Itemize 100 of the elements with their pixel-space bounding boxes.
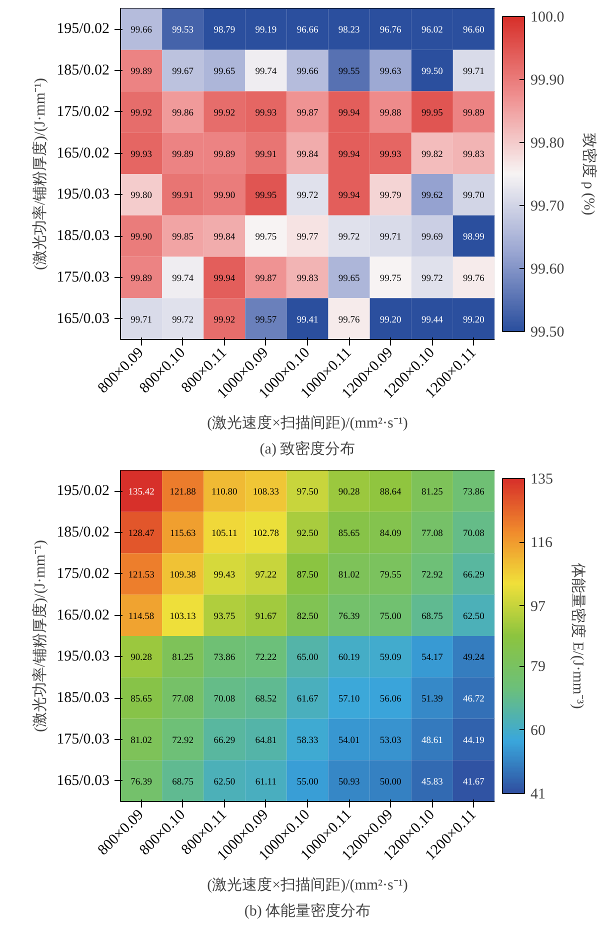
data-label: 81.25: [172, 653, 194, 664]
data-label: 73.86: [463, 488, 485, 498]
data-label: 99.75: [255, 232, 277, 243]
data-label: 48.61: [421, 736, 444, 746]
data-label: 99.55: [338, 67, 360, 78]
data-label: 99.89: [172, 150, 194, 160]
data-label: 99.95: [421, 108, 444, 118]
data-label: 62.50: [463, 612, 485, 622]
data-label: 62.50: [214, 777, 236, 788]
data-label: 61.11: [255, 777, 277, 788]
data-label: 97.22: [255, 570, 277, 580]
data-label: 51.39: [421, 694, 444, 705]
data-label: 99.71: [463, 67, 485, 78]
data-label: 99.72: [338, 232, 360, 243]
data-label: 99.20: [380, 315, 402, 326]
data-label: 96.66: [296, 26, 318, 36]
data-label: 99.93: [380, 150, 402, 160]
y-tick-label: 165/0.02: [56, 607, 110, 624]
y-tick-label: 195/0.03: [56, 186, 110, 203]
data-label: 99.53: [172, 26, 194, 36]
data-label: 102.78: [252, 529, 280, 540]
data-label: 99.44: [421, 315, 444, 326]
data-label: 98.23: [338, 26, 360, 36]
data-label: 105.11: [212, 529, 238, 540]
data-label: 72.92: [172, 736, 194, 746]
data-label: 99.50: [421, 67, 444, 78]
data-label: 99.93: [255, 108, 277, 118]
data-label: 70.08: [214, 694, 236, 705]
data-label: 99.87: [255, 274, 277, 284]
data-label: 77.08: [421, 529, 444, 540]
data-label: 99.90: [214, 191, 236, 202]
data-label: 85.65: [130, 694, 152, 705]
data-label: 98.99: [463, 232, 485, 243]
color-bar-label: 99.90: [530, 72, 564, 88]
data-label: 58.33: [296, 736, 318, 746]
data-label: 50.00: [380, 777, 402, 788]
data-label: 66.29: [214, 736, 236, 746]
data-label: 99.72: [296, 191, 318, 202]
data-label: 99.62: [421, 191, 444, 202]
y-tick-label: 175/0.03: [56, 269, 110, 286]
color-bar-label: 100.0: [530, 10, 564, 26]
data-label: 99.88: [380, 108, 402, 118]
y-tick-label: 165/0.03: [56, 772, 110, 789]
y-tick-label: 175/0.02: [56, 566, 110, 582]
data-label: 99.63: [380, 67, 402, 78]
data-label: 96.60: [463, 26, 485, 36]
data-label: 99.82: [421, 150, 444, 160]
data-label: 90.28: [338, 488, 360, 498]
y-tick-label: 195/0.02: [56, 21, 110, 38]
data-label: 99.75: [380, 274, 402, 284]
data-label: 99.92: [214, 315, 236, 326]
data-label: 99.71: [380, 232, 402, 243]
y-tick-label: 185/0.03: [56, 228, 110, 244]
data-label: 56.06: [380, 694, 402, 705]
data-label: 109.38: [170, 570, 196, 580]
data-label: 99.92: [214, 108, 236, 118]
data-label: 76.39: [130, 777, 152, 788]
data-label: 99.43: [214, 570, 236, 580]
data-label: 68.52: [255, 694, 277, 705]
color-bar-label: 97: [530, 598, 546, 615]
data-label: 99.76: [463, 274, 485, 284]
data-label: 99.91: [255, 150, 277, 160]
data-label: 99.80: [130, 191, 152, 202]
y-tick-label: 175/0.02: [56, 104, 110, 120]
data-label: 99.89: [130, 274, 152, 284]
color-bar-label: 99.70: [530, 198, 564, 214]
color-bar-label: 116: [530, 535, 553, 552]
data-label: 99.86: [172, 108, 194, 118]
data-label: 97.50: [296, 488, 318, 498]
text: (a) 致密度分布: [260, 440, 356, 458]
data-label: 99.77: [296, 232, 318, 243]
data-label: 99.76: [338, 315, 360, 326]
data-label: 49.24: [463, 653, 485, 664]
data-label: 99.74: [255, 67, 277, 78]
text: (b) 体能量密度分布: [244, 902, 371, 920]
data-label: 53.03: [380, 736, 402, 746]
data-label: 103.13: [170, 612, 196, 622]
data-label: 99.57: [255, 315, 277, 326]
data-label: 96.02: [421, 26, 444, 36]
data-label: 99.94: [338, 191, 360, 202]
data-label: 99.74: [172, 274, 194, 284]
data-label: 90.28: [130, 653, 152, 664]
data-label: 99.66: [296, 67, 318, 78]
data-label: 98.79: [214, 26, 236, 36]
color-bar-label: 135: [530, 472, 553, 488]
data-label: 85.65: [338, 529, 360, 540]
data-label: 50.93: [338, 777, 360, 788]
data-label: 99.87: [296, 108, 318, 118]
data-label: 99.90: [130, 232, 152, 243]
data-label: 99.95: [255, 191, 277, 202]
data-label: 46.72: [463, 694, 485, 705]
color-bar-label: 60: [530, 722, 546, 739]
y-axis-title: (激光功率/铺粉厚度)/(J·mm⁻¹): [32, 540, 49, 732]
x-axis-title: (激光速度×扫描间距)/(mm²·s⁻¹): [207, 414, 408, 432]
data-label: 54.01: [338, 736, 360, 746]
y-tick-label: 195/0.02: [56, 483, 110, 500]
data-label: 44.19: [463, 736, 485, 746]
data-label: 81.02: [338, 570, 360, 580]
y-tick-label: 185/0.02: [56, 62, 110, 79]
data-label: 121.53: [128, 570, 155, 580]
